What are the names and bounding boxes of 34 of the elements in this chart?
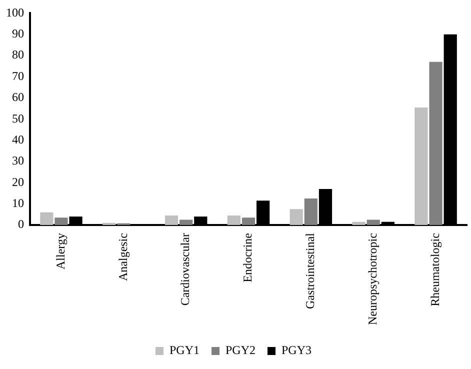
- bar: [414, 107, 428, 226]
- x-tick-label: Neuropsychotropic: [366, 233, 380, 326]
- bar: [366, 220, 380, 226]
- bar: [102, 222, 116, 226]
- y-tick-label: 0: [18, 217, 24, 232]
- bar: [40, 212, 54, 226]
- x-tick-label: Analgesic: [116, 233, 130, 282]
- bar: [227, 215, 240, 226]
- legend-label: PGY1: [169, 343, 200, 358]
- y-tick-label: 50: [12, 111, 24, 126]
- y-tick-label: 70: [12, 68, 24, 83]
- bar: [54, 218, 68, 226]
- bar: [180, 220, 193, 226]
- bar: [304, 198, 318, 226]
- x-tick-label: Gastrointestinal: [303, 232, 318, 310]
- y-tick-label: 40: [12, 132, 24, 146]
- y-tick-label: 90: [12, 26, 24, 41]
- legend-label: PGY2: [225, 343, 256, 358]
- y-tick-label: 60: [12, 90, 24, 104]
- x-tick-label: Endocrine: [240, 233, 255, 282]
- legend-label: PGY3: [282, 343, 312, 358]
- bar: [242, 218, 256, 226]
- y-tick-label: 30: [12, 154, 24, 168]
- y-tick-label: 100: [6, 5, 24, 20]
- bar: [352, 222, 366, 226]
- y-tick-label: 20: [12, 174, 24, 189]
- y-tick-label: 80: [12, 48, 24, 62]
- bar: [164, 215, 178, 226]
- x-tick-label: Cardiovascular: [178, 233, 192, 306]
- x-tick-label: Rheumatologic: [428, 233, 442, 306]
- y-tick-label: 10: [12, 196, 24, 210]
- bar: [290, 209, 303, 226]
- x-tick-label: Allergy: [53, 233, 68, 270]
- bar: [429, 62, 442, 226]
